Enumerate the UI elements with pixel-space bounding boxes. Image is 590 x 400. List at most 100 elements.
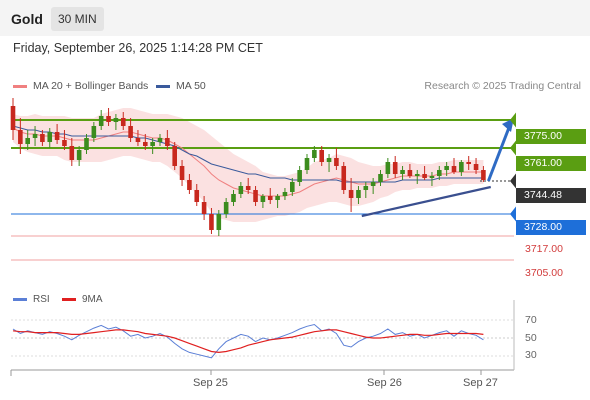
- candle-body: [319, 150, 324, 162]
- legend-bollinger-label: MA 20 + Bollinger Bands: [33, 80, 149, 92]
- price-tag-notch-icon: [510, 112, 516, 128]
- candle-body: [201, 202, 207, 214]
- support1-label: 3717.00: [525, 243, 563, 255]
- instrument-title: Gold: [11, 11, 43, 27]
- legend-ma50: MA 50: [156, 80, 206, 92]
- legend-rsi: RSI: [13, 294, 50, 305]
- candle-body: [451, 166, 457, 172]
- candle-body: [407, 170, 413, 176]
- candle-body: [194, 190, 200, 202]
- legend-9ma-label: 9MA: [82, 294, 103, 305]
- candle-body: [290, 182, 295, 192]
- candle-body: [304, 158, 310, 170]
- rsi-ma9-line: [12, 329, 484, 354]
- legend-rsi-label: RSI: [33, 294, 50, 305]
- candle-body: [473, 164, 479, 170]
- candle-body: [414, 174, 420, 176]
- candle-body: [157, 138, 163, 142]
- candle-body: [76, 150, 82, 160]
- candle-body: [91, 126, 97, 138]
- candle-body: [245, 186, 251, 190]
- candle-body: [400, 170, 405, 174]
- candle-body: [69, 146, 75, 160]
- candle-body: [54, 132, 60, 140]
- legend-ma50-label: MA 50: [176, 80, 206, 92]
- rsi-tick-70: 70: [525, 314, 537, 326]
- candle-body: [209, 214, 214, 230]
- candle-body: [378, 174, 383, 182]
- candle-body: [150, 142, 155, 146]
- resistance1-tag: 3761.00: [516, 156, 586, 171]
- timeframe-badge[interactable]: 30 MIN: [51, 7, 104, 31]
- ma50-line: [12, 125, 484, 183]
- candle-body: [275, 196, 280, 200]
- candle-body: [282, 192, 288, 196]
- candle-body: [172, 146, 177, 166]
- candle-body: [18, 130, 23, 144]
- price-tag-notch-icon: [510, 206, 516, 222]
- candle-body: [231, 194, 236, 202]
- copyright: Research © 2025 Trading Central: [424, 80, 581, 92]
- candle-body: [481, 170, 486, 180]
- ma9-swatch-icon: [62, 298, 76, 301]
- candle-body: [179, 166, 185, 180]
- candle-body: [297, 170, 302, 182]
- resistance2-tag: 3775.00: [516, 129, 586, 144]
- candle-body: [356, 190, 361, 198]
- candle-body: [267, 196, 273, 200]
- candle-body: [341, 166, 347, 190]
- candle-body: [165, 138, 170, 146]
- candle-body: [238, 186, 244, 194]
- rsi-line: [12, 323, 484, 359]
- candle-body: [429, 176, 435, 178]
- candle-body: [326, 158, 332, 162]
- price-tag-notch-icon: [510, 140, 516, 156]
- candle-body: [392, 162, 398, 174]
- candle-body: [98, 116, 104, 126]
- candle-body: [260, 196, 266, 202]
- rsi-tick-50: 50: [525, 332, 537, 344]
- candle-body: [437, 170, 442, 176]
- projection-arrow-head-icon: [502, 118, 514, 132]
- support-trendline: [361, 185, 491, 218]
- candle-body: [40, 134, 45, 142]
- candle-body: [84, 138, 89, 150]
- price-tag-notch-icon: [510, 173, 516, 189]
- candle-body: [106, 116, 111, 122]
- candle-body: [312, 150, 317, 158]
- candle-body: [135, 138, 141, 142]
- candle-body: [223, 202, 229, 214]
- candle-body: [370, 182, 376, 186]
- x-label-sep27: Sep 27: [463, 377, 498, 389]
- projection-arrow-shaft: [487, 124, 512, 182]
- candle-body: [120, 118, 126, 126]
- bollinger-swatch-icon: [13, 84, 27, 88]
- rsi-tick-30: 30: [525, 349, 537, 361]
- candle-body: [187, 180, 192, 190]
- x-label-sep26: Sep 26: [367, 377, 402, 389]
- ma50-swatch-icon: [156, 84, 170, 88]
- legend-bollinger: MA 20 + Bollinger Bands: [13, 80, 148, 92]
- candle-body: [422, 174, 427, 178]
- chart-datetime: Friday, September 26, 2025 1:14:28 PM CE…: [13, 41, 263, 55]
- rsi-swatch-icon: [13, 298, 27, 301]
- candle-body: [216, 214, 222, 230]
- candle-body: [25, 138, 30, 144]
- pivot-tag: 3728.00: [516, 220, 586, 235]
- candle-body: [459, 162, 464, 172]
- candle-body: [363, 186, 369, 190]
- candle-body: [128, 126, 133, 138]
- legend-9ma: 9MA: [62, 294, 103, 305]
- candle-body: [466, 162, 471, 164]
- candle-body: [113, 118, 119, 122]
- candle-body: [444, 166, 449, 170]
- candle-body: [348, 190, 354, 198]
- current-price-tag: 3744.48: [516, 188, 586, 203]
- candle-body: [143, 142, 148, 146]
- x-label-sep25: Sep 25: [193, 377, 228, 389]
- candle-body: [32, 134, 38, 138]
- candle-body: [47, 132, 53, 142]
- candle-body: [334, 158, 339, 166]
- candle-body: [385, 162, 391, 174]
